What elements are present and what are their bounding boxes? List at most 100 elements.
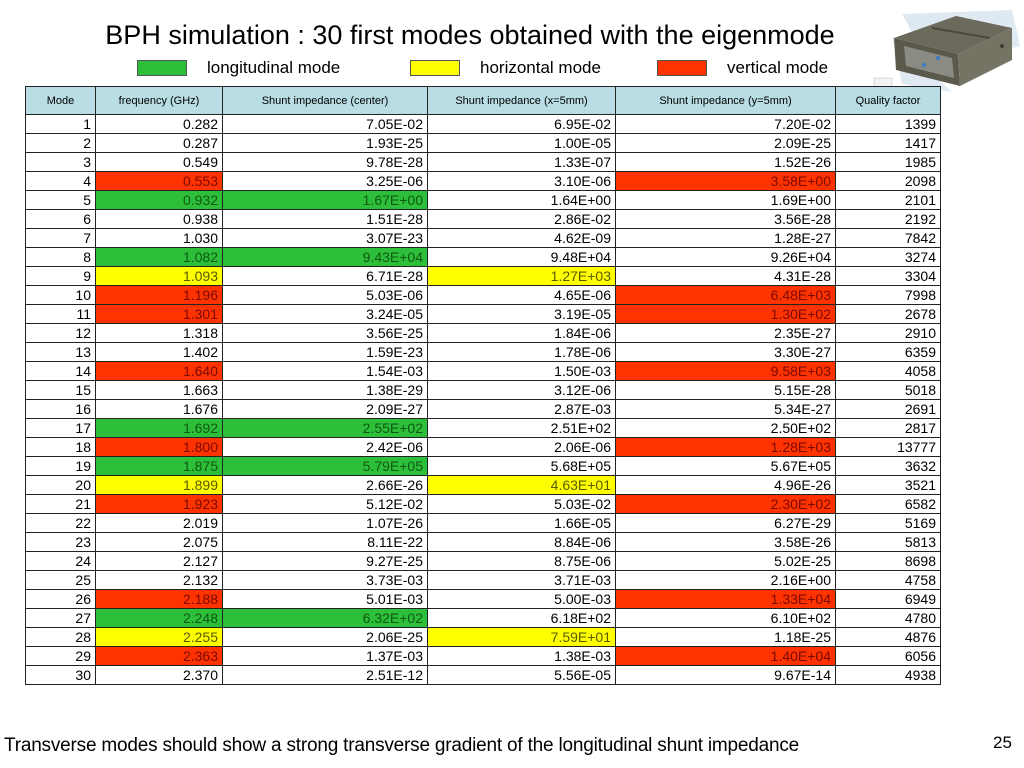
cell-shunt-x5: 9.48E+04	[427, 247, 616, 267]
cell-shunt-y5: 9.26E+04	[615, 247, 836, 267]
cell-shunt-y5: 3.30E-27	[615, 342, 836, 362]
cell-shunt-x5: 4.65E-06	[427, 285, 616, 305]
table-row: 2 0.287 1.93E-25 1.00E-05 2.09E-25 1417	[25, 133, 941, 153]
cell-mode: 6	[25, 209, 96, 229]
cell-frequency: 0.282	[95, 114, 223, 134]
table-header-row: Mode frequency (GHz) Shunt impedance (ce…	[25, 86, 941, 115]
cell-frequency: 1.030	[95, 228, 223, 248]
table-row: 14 1.640 1.54E-03 1.50E-03 9.58E+03 4058	[25, 361, 941, 381]
cell-shunt-x5: 5.03E-02	[427, 494, 616, 514]
cell-quality-factor: 4780	[835, 608, 941, 628]
cell-mode: 22	[25, 513, 96, 533]
cell-mode: 12	[25, 323, 96, 343]
cell-frequency: 1.196	[95, 285, 223, 305]
table-row: 13 1.402 1.59E-23 1.78E-06 3.30E-27 6359	[25, 342, 941, 362]
cell-quality-factor: 1399	[835, 114, 941, 134]
table-row: 8 1.082 9.43E+04 9.48E+04 9.26E+04 3274	[25, 247, 941, 267]
cell-shunt-x5: 4.62E-09	[427, 228, 616, 248]
header-shunt-center: Shunt impedance (center)	[222, 86, 428, 115]
cell-frequency: 2.127	[95, 551, 223, 571]
cell-shunt-x5: 1.33E-07	[427, 152, 616, 172]
cell-shunt-x5: 1.27E+03	[427, 266, 616, 286]
cell-shunt-y5: 2.35E-27	[615, 323, 836, 343]
cell-shunt-y5: 9.67E-14	[615, 665, 836, 685]
table-row: 16 1.676 2.09E-27 2.87E-03 5.34E-27 2691	[25, 399, 941, 419]
cell-shunt-x5: 2.51E+02	[427, 418, 616, 438]
table-row: 27 2.248 6.32E+02 6.18E+02 6.10E+02 4780	[25, 608, 941, 628]
table-row: 19 1.875 5.79E+05 5.68E+05 5.67E+05 3632	[25, 456, 941, 476]
cell-shunt-x5: 6.18E+02	[427, 608, 616, 628]
table-row: 9 1.093 6.71E-28 1.27E+03 4.31E-28 3304	[25, 266, 941, 286]
cell-shunt-y5: 4.96E-26	[615, 475, 836, 495]
cell-shunt-center: 1.54E-03	[222, 361, 428, 381]
table-row: 25 2.132 3.73E-03 3.71E-03 2.16E+00 4758	[25, 570, 941, 590]
cell-shunt-x5: 7.59E+01	[427, 627, 616, 647]
legend-label: vertical mode	[727, 58, 829, 77]
cell-shunt-center: 9.27E-25	[222, 551, 428, 571]
cell-shunt-y5: 1.52E-26	[615, 152, 836, 172]
cell-mode: 28	[25, 627, 96, 647]
cell-shunt-center: 9.78E-28	[222, 152, 428, 172]
table-row: 30 2.370 2.51E-12 5.56E-05 9.67E-14 4938	[25, 665, 941, 685]
cell-shunt-y5: 2.30E+02	[615, 494, 836, 514]
cell-shunt-center: 1.51E-28	[222, 209, 428, 229]
cell-frequency: 1.676	[95, 399, 223, 419]
table-row: 6 0.938 1.51E-28 2.86E-02 3.56E-28 2192	[25, 209, 941, 229]
cell-mode: 4	[25, 171, 96, 191]
cell-shunt-y5: 7.20E-02	[615, 114, 836, 134]
cell-shunt-y5: 6.48E+03	[615, 285, 836, 305]
cell-shunt-center: 5.79E+05	[222, 456, 428, 476]
cell-quality-factor: 2691	[835, 399, 941, 419]
cell-shunt-center: 5.03E-06	[222, 285, 428, 305]
cell-mode: 8	[25, 247, 96, 267]
cell-mode: 13	[25, 342, 96, 362]
cell-frequency: 2.255	[95, 627, 223, 647]
cell-quality-factor: 6582	[835, 494, 941, 514]
cell-shunt-x5: 1.84E-06	[427, 323, 616, 343]
cell-mode: 16	[25, 399, 96, 419]
cell-quality-factor: 3304	[835, 266, 941, 286]
cell-frequency: 0.549	[95, 152, 223, 172]
cell-shunt-x5: 5.68E+05	[427, 456, 616, 476]
cell-shunt-y5: 1.18E-25	[615, 627, 836, 647]
cell-shunt-x5: 1.64E+00	[427, 190, 616, 210]
cell-shunt-center: 2.09E-27	[222, 399, 428, 419]
cell-mode: 17	[25, 418, 96, 438]
cell-shunt-center: 2.06E-25	[222, 627, 428, 647]
cell-shunt-center: 3.24E-05	[222, 304, 428, 324]
cell-quality-factor: 2817	[835, 418, 941, 438]
cell-shunt-center: 5.12E-02	[222, 494, 428, 514]
slide-title: BPH simulation : 30 first modes obtained…	[105, 20, 835, 50]
cell-quality-factor: 4876	[835, 627, 941, 647]
cell-shunt-center: 3.07E-23	[222, 228, 428, 248]
cell-quality-factor: 2192	[835, 209, 941, 229]
cell-quality-factor: 8698	[835, 551, 941, 571]
cell-mode: 15	[25, 380, 96, 400]
cell-shunt-y5: 2.16E+00	[615, 570, 836, 590]
cell-shunt-y5: 1.28E-27	[615, 228, 836, 248]
cell-mode: 7	[25, 228, 96, 248]
table-row: 1 0.282 7.05E-02 6.95E-02 7.20E-02 1399	[25, 114, 941, 134]
cell-shunt-x5: 1.00E-05	[427, 133, 616, 153]
cell-frequency: 1.923	[95, 494, 223, 514]
cell-frequency: 2.075	[95, 532, 223, 552]
cell-quality-factor: 3632	[835, 456, 941, 476]
table-row: 26 2.188 5.01E-03 5.00E-03 1.33E+04 6949	[25, 589, 941, 609]
cell-quality-factor: 2678	[835, 304, 941, 324]
cell-quality-factor: 1985	[835, 152, 941, 172]
cell-frequency: 1.082	[95, 247, 223, 267]
cell-shunt-center: 3.25E-06	[222, 171, 428, 191]
cell-shunt-center: 1.59E-23	[222, 342, 428, 362]
table-row: 5 0.932 1.67E+00 1.64E+00 1.69E+00 2101	[25, 190, 941, 210]
cell-quality-factor: 7998	[835, 285, 941, 305]
table-row: 10 1.196 5.03E-06 4.65E-06 6.48E+03 7998	[25, 285, 941, 305]
cell-mode: 24	[25, 551, 96, 571]
cell-frequency: 2.019	[95, 513, 223, 533]
cell-frequency: 1.318	[95, 323, 223, 343]
cell-shunt-center: 5.01E-03	[222, 589, 428, 609]
cell-shunt-center: 3.73E-03	[222, 570, 428, 590]
cell-shunt-center: 6.71E-28	[222, 266, 428, 286]
cell-mode: 5	[25, 190, 96, 210]
cell-frequency: 1.093	[95, 266, 223, 286]
table-row: 23 2.075 8.11E-22 8.84E-06 3.58E-26 5813	[25, 532, 941, 552]
